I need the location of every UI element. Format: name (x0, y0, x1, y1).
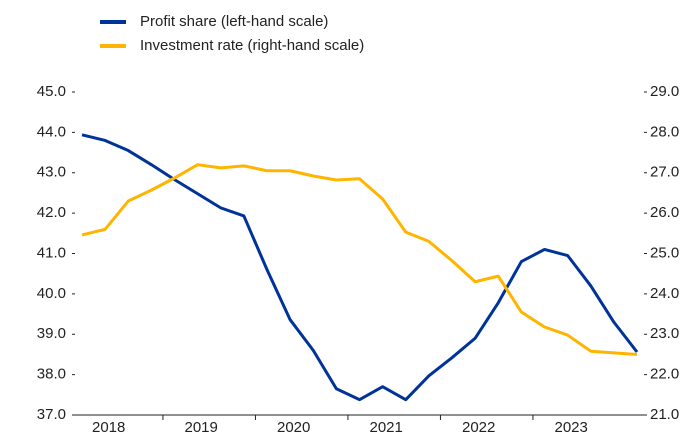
x-tick-label: 2019 (185, 419, 218, 436)
legend-label: Investment rate (right-hand scale) (140, 37, 364, 54)
y2-tick-label: 28.0 (650, 123, 679, 140)
y2-tick-label: 21.0 (650, 406, 679, 423)
y-tick-label: 45.0 (37, 83, 66, 100)
y-tick-label: 43.0 (37, 164, 66, 181)
x-tick-label: 2021 (370, 419, 403, 436)
legend-label: Profit share (left-hand scale) (140, 13, 328, 30)
y2-tick-label: 26.0 (650, 204, 679, 221)
y-tick-label: 42.0 (37, 204, 66, 221)
y-tick-label: 41.0 (37, 244, 66, 261)
y2-tick-label: 25.0 (650, 244, 679, 261)
y2-tick-label: 23.0 (650, 325, 679, 342)
y2-tick-label: 22.0 (650, 366, 679, 383)
line-series (81, 133, 639, 402)
y-tick-label: 37.0 (37, 406, 66, 423)
x-tick-label: 2023 (555, 419, 588, 436)
y-tick-label: 40.0 (37, 285, 66, 302)
y2-tick-label: 24.0 (650, 285, 679, 302)
line-series (81, 163, 638, 356)
y2-tick-label: 29.0 (650, 83, 679, 100)
y2-tick-label: 27.0 (650, 164, 679, 181)
x-tick-label: 2022 (462, 419, 495, 436)
y-tick-label: 44.0 (37, 123, 66, 140)
y-tick-label: 38.0 (37, 366, 66, 383)
x-tick-label: 2020 (277, 419, 310, 436)
x-tick-label: 2018 (92, 419, 125, 436)
y-tick-label: 39.0 (37, 325, 66, 342)
